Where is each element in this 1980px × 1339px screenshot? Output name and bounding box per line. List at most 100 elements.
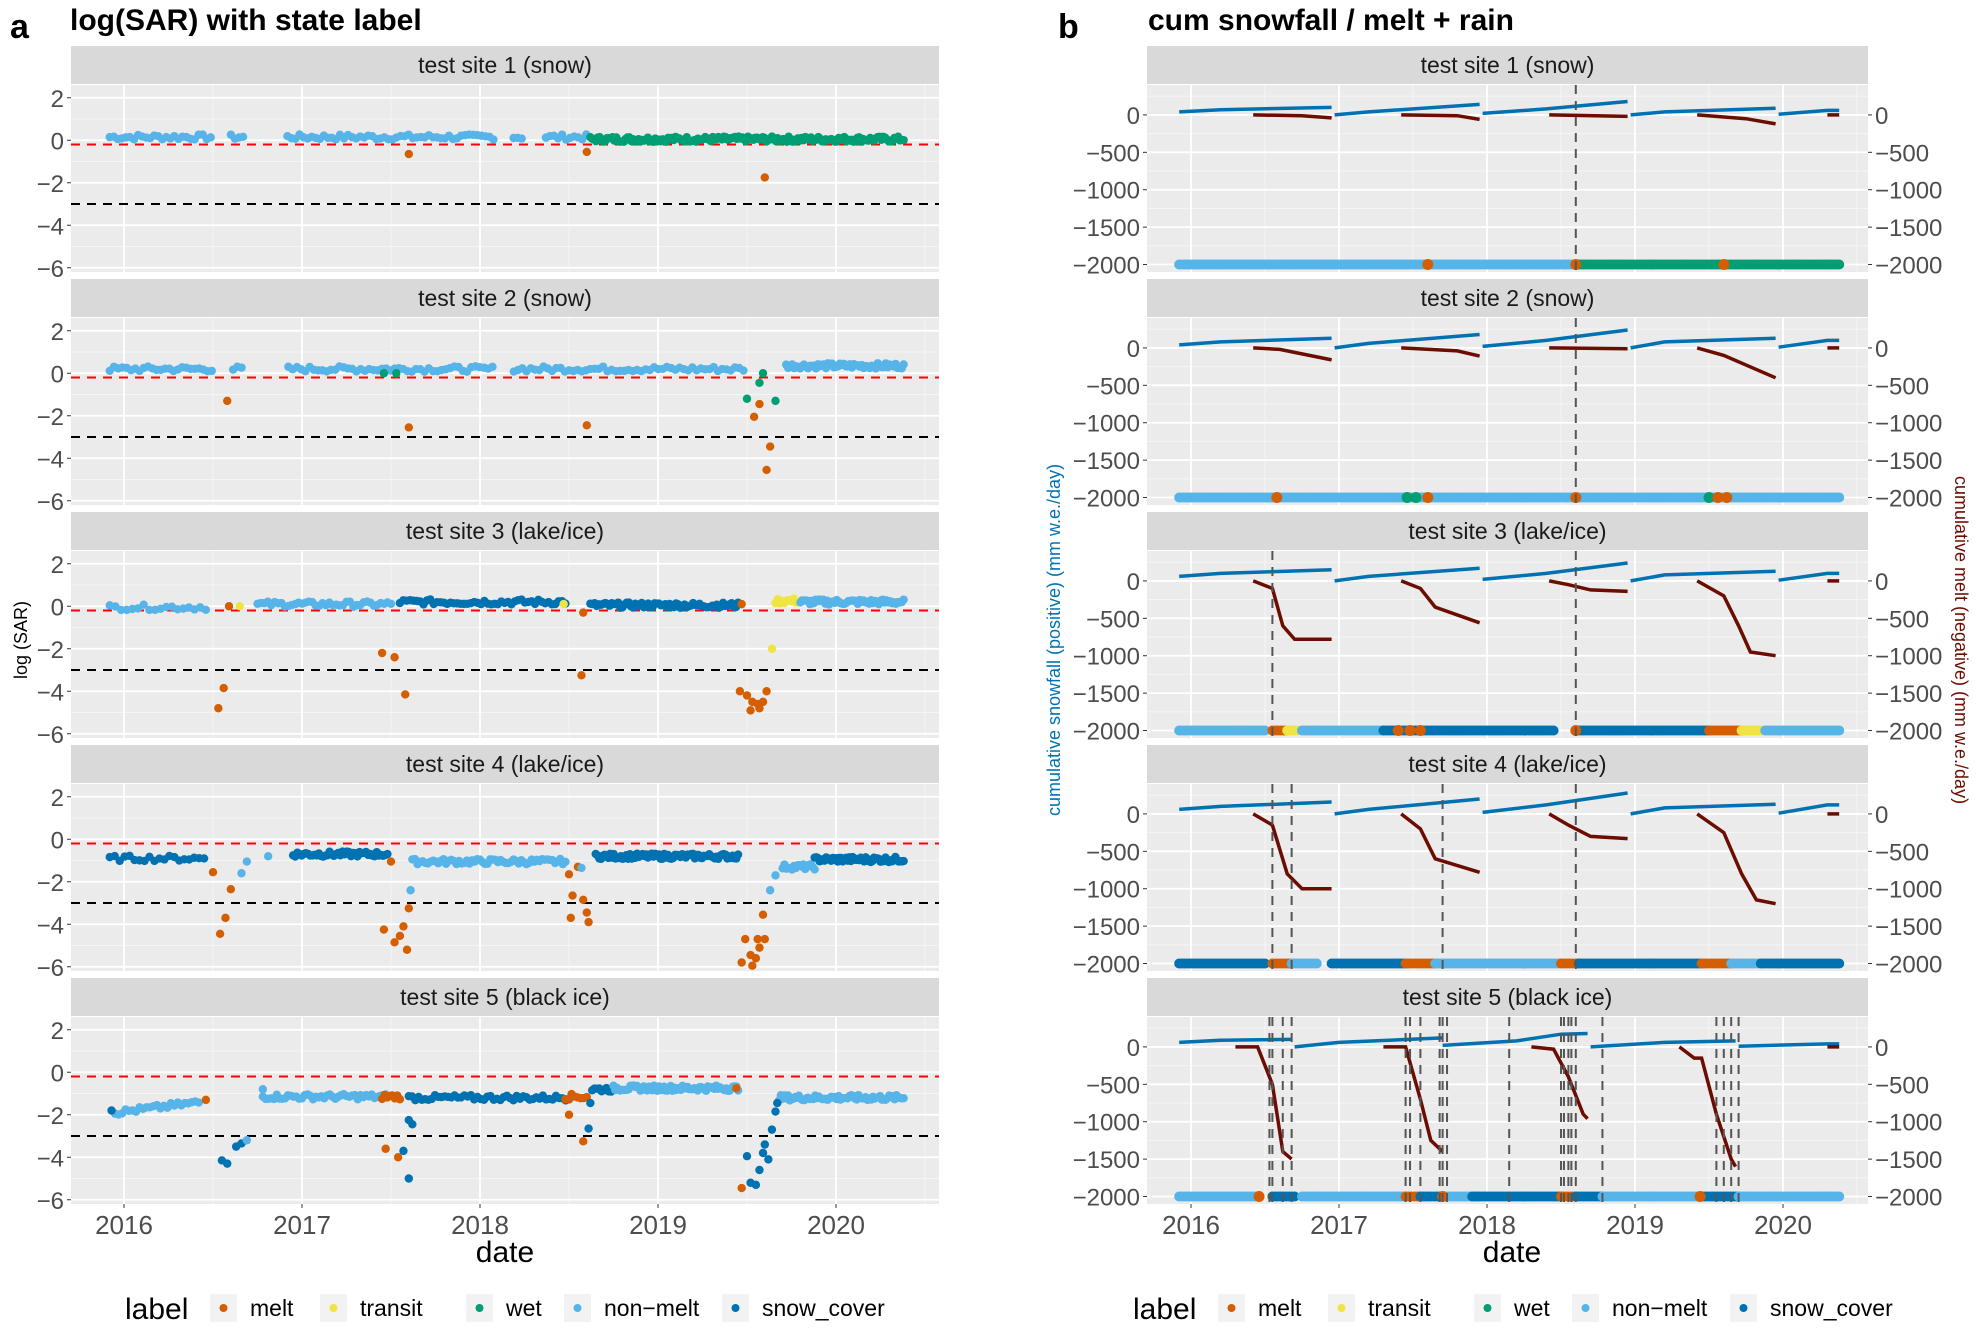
- data-point-snow_cover: [773, 1098, 782, 1108]
- facet-1: test site 1 (snow) 0 0 −500 −500 −1000 −1000 −1…: [1073, 46, 1942, 280]
- data-point-melt: [579, 608, 588, 617]
- y-tick-label: −2: [37, 171, 64, 198]
- y-right-tick-label: 0: [1875, 569, 1888, 596]
- snowfall-line: [1179, 336, 1332, 347]
- data-point-snow_cover: [899, 856, 908, 866]
- legend-swatch: [573, 1304, 582, 1312]
- legend-label: non−melt: [1612, 1295, 1708, 1321]
- y-tick-label: −1500: [1073, 914, 1140, 941]
- data-point-melt: [758, 697, 768, 707]
- snowfall-line: [1778, 803, 1840, 815]
- legend-item: wet: [466, 1294, 542, 1322]
- data-point-snow_cover: [399, 1146, 408, 1156]
- data-point-melt: [584, 917, 593, 927]
- y-tick-label: 2: [51, 785, 64, 812]
- data-point-non-melt: [765, 886, 775, 895]
- snowfall-line: [1179, 800, 1332, 812]
- y-tick-label: −2000: [1073, 253, 1140, 280]
- data-point-melt: [221, 913, 230, 923]
- label-point-melt: [1712, 492, 1724, 504]
- facet-strip-label: test site 3 (lake/ice): [406, 518, 604, 544]
- legend-item: wet: [1474, 1294, 1550, 1322]
- legend-a: label melt transit wet non−melt snow_cover: [125, 1293, 885, 1326]
- data-point-wet: [379, 369, 389, 378]
- y-right-tick-label: −2000: [1875, 253, 1942, 280]
- y-tick-label: −2: [37, 404, 64, 431]
- data-point-melt: [377, 648, 387, 658]
- legend-label: melt: [250, 1295, 294, 1321]
- panel-b-right-y-axis-title: cumulative melt (negative) (mm w.e./day): [1951, 476, 1971, 804]
- y-tick-label: −4: [37, 679, 64, 706]
- y-tick-label: −1000: [1073, 411, 1140, 438]
- y-right-tick-label: −500: [1875, 839, 1929, 866]
- melt-line: [1400, 579, 1481, 625]
- data-point-snow_cover: [767, 1125, 777, 1134]
- snowfall-line: [1778, 108, 1840, 116]
- melt-line: [1548, 812, 1628, 841]
- data-point-snow_cover: [742, 1151, 752, 1161]
- data-point-non-melt: [489, 135, 498, 144]
- label-point-non-melt: [1311, 958, 1322, 969]
- y-tick-label: −1500: [1073, 448, 1140, 475]
- data-point-non-melt: [139, 600, 148, 609]
- data-point-melt: [568, 891, 577, 900]
- data-point-melt: [214, 704, 223, 713]
- data-point-wet: [758, 369, 768, 378]
- legend-swatch: [1337, 1304, 1346, 1312]
- label-point-wet: [1703, 492, 1715, 504]
- y-tick-label: −2: [37, 870, 64, 897]
- data-point-melt: [753, 934, 762, 944]
- legend-label: transit: [360, 1295, 423, 1321]
- data-point-transit: [559, 599, 568, 609]
- facet-3: test site 3 (lake/ice) 2 0 −2 −4 −6: [37, 512, 939, 749]
- data-point-non-melt: [242, 1136, 252, 1145]
- data-point-melt: [223, 396, 232, 406]
- data-point-melt: [381, 1144, 390, 1153]
- data-point-melt: [760, 934, 769, 944]
- y-right-tick-label: −2000: [1875, 1185, 1942, 1212]
- y-tick-label: −6: [37, 955, 64, 982]
- facet-strip-label: test site 5 (black ice): [400, 984, 610, 1010]
- plot-background: [1147, 551, 1868, 738]
- label-point-melt: [1694, 1191, 1706, 1203]
- data-point-melt: [762, 465, 771, 475]
- snowfall-line: [1630, 569, 1776, 583]
- snowfall-line: [1482, 328, 1628, 349]
- data-point-melt: [404, 423, 413, 432]
- facet-strip-label: test site 1 (snow): [1421, 52, 1595, 78]
- label-point-melt: [1271, 492, 1283, 504]
- data-point-melt: [755, 399, 764, 409]
- y-tick-label: −2000: [1073, 486, 1140, 513]
- data-point-melt: [749, 412, 759, 422]
- melt-line: [1252, 812, 1332, 891]
- legend-swatch: [329, 1304, 338, 1312]
- legend-b: label melt transit wet non−melt snow_cover: [1133, 1293, 1893, 1326]
- facet-strip: [71, 46, 939, 84]
- y-tick-label: −6: [37, 722, 64, 749]
- data-point-melt: [577, 671, 586, 680]
- y-tick-label: −4: [37, 1145, 64, 1172]
- data-point-melt: [395, 931, 405, 941]
- y-right-tick-label: −500: [1875, 373, 1929, 400]
- data-point-non-melt: [201, 605, 211, 615]
- melt-line: [1548, 579, 1628, 594]
- data-point-non-melt: [899, 595, 908, 604]
- label-point-melt: [1422, 259, 1434, 271]
- facet-strip: [71, 279, 939, 317]
- label-point-snow_cover: [1834, 958, 1845, 969]
- data-point-wet: [899, 135, 908, 145]
- facet-5: test site 5 (black ice) 2 0 −2 −4 −6: [37, 978, 939, 1215]
- data-point-melt: [566, 913, 575, 923]
- y-tick-label: 2: [51, 1018, 64, 1045]
- legend-item: melt: [210, 1294, 294, 1322]
- y-right-tick-label: −2000: [1875, 719, 1942, 746]
- data-point-non-melt: [207, 366, 217, 376]
- snowfall-line: [1482, 791, 1628, 815]
- y-right-tick-label: −1000: [1875, 1110, 1942, 1137]
- facet-strip: [1147, 978, 1868, 1016]
- y-tick-label: 0: [1127, 336, 1140, 363]
- melt-line: [1253, 113, 1332, 120]
- data-point-melt: [386, 857, 396, 866]
- y-right-tick-label: −1500: [1875, 448, 1942, 475]
- legend-label: transit: [1368, 1295, 1431, 1321]
